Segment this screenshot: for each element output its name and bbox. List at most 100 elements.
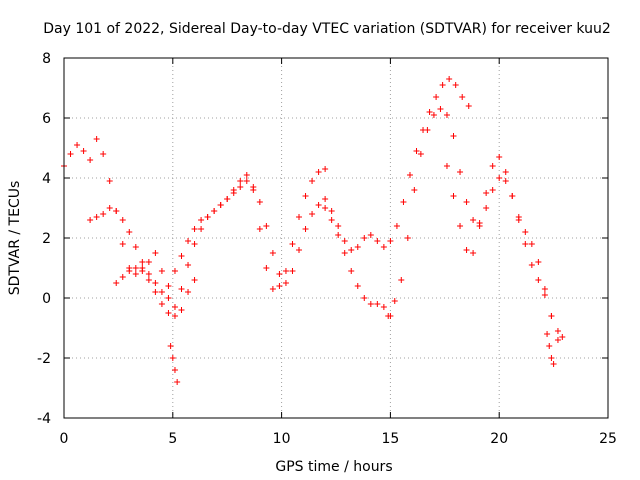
data-point — [174, 379, 181, 385]
series-sat-e — [385, 106, 566, 340]
y-tick-label: 0 — [42, 291, 51, 307]
y-tick-label: -4 — [37, 411, 51, 427]
series-sat-f — [443, 154, 561, 343]
data-point — [106, 178, 113, 184]
data-point — [387, 238, 394, 244]
data-point — [178, 253, 185, 259]
data-point — [554, 337, 561, 343]
data-point — [289, 241, 296, 247]
data-point — [119, 274, 126, 280]
data-point — [178, 307, 185, 313]
x-tick-label: 20 — [490, 431, 508, 447]
data-point — [361, 235, 368, 241]
data-point — [282, 268, 289, 274]
data-point — [367, 301, 374, 307]
data-point — [348, 247, 355, 253]
series-sat-d — [322, 76, 472, 253]
data-point — [269, 286, 276, 292]
data-point — [341, 238, 348, 244]
x-tick-label: 15 — [381, 431, 399, 447]
data-point — [502, 169, 509, 175]
series-sat-b — [87, 166, 329, 295]
data-point — [302, 226, 309, 232]
series-sat-g — [167, 343, 181, 385]
data-point — [367, 232, 374, 238]
data-point — [185, 262, 192, 268]
data-point — [439, 82, 446, 88]
data-point — [152, 289, 159, 295]
data-point — [361, 295, 368, 301]
data-point — [470, 250, 477, 256]
data-point — [93, 136, 100, 142]
data-point — [496, 175, 503, 181]
series-sat-c — [113, 178, 394, 319]
data-point — [67, 151, 74, 157]
y-tick-label: 8 — [42, 51, 51, 67]
data-point — [437, 106, 444, 112]
data-point — [211, 208, 218, 214]
data-point — [433, 94, 440, 100]
data-point — [443, 112, 450, 118]
data-point — [106, 205, 113, 211]
data-point — [315, 169, 322, 175]
data-point — [145, 277, 152, 283]
data-point — [165, 310, 172, 316]
data-point — [546, 343, 553, 349]
data-point — [489, 163, 496, 169]
data-point — [158, 289, 165, 295]
data-point — [374, 301, 381, 307]
data-point — [459, 94, 466, 100]
series-sat-h — [544, 331, 557, 367]
data-point — [522, 229, 529, 235]
data-point — [237, 178, 244, 184]
data-point — [169, 355, 176, 361]
data-point — [430, 112, 437, 118]
data-point — [470, 217, 477, 223]
data-point — [158, 301, 165, 307]
data-point — [457, 169, 464, 175]
y-tick-label: -2 — [37, 351, 51, 367]
data-point — [341, 250, 348, 256]
data-point — [191, 226, 198, 232]
data-point — [483, 205, 490, 211]
data-point — [548, 355, 555, 361]
x-tick-label: 10 — [273, 431, 291, 447]
data-point — [457, 223, 464, 229]
data-points — [61, 76, 566, 385]
data-point — [463, 199, 470, 205]
data-point — [113, 280, 120, 286]
data-point — [100, 151, 107, 157]
data-point — [322, 205, 329, 211]
data-point — [328, 208, 335, 214]
data-point — [463, 247, 470, 253]
data-point — [185, 238, 192, 244]
data-point — [165, 283, 172, 289]
x-tick-label: 0 — [60, 431, 69, 447]
data-point — [263, 223, 270, 229]
data-point — [165, 295, 172, 301]
data-point — [132, 265, 139, 271]
data-point — [443, 163, 450, 169]
data-point — [309, 211, 316, 217]
data-point — [256, 226, 263, 232]
data-point — [237, 184, 244, 190]
data-point — [322, 196, 329, 202]
data-point — [554, 328, 561, 334]
data-point — [541, 292, 548, 298]
chart-title: Day 101 of 2022, Sidereal Day-to-day VTE… — [43, 21, 611, 37]
data-point — [276, 283, 283, 289]
data-point — [171, 313, 178, 319]
data-point — [509, 193, 516, 199]
data-point — [217, 202, 224, 208]
data-point — [302, 193, 309, 199]
y-axis-tick-labels: -4 -2 0 2 4 6 8 — [37, 51, 51, 427]
data-point — [385, 313, 392, 319]
data-point — [380, 244, 387, 250]
grid-lines — [64, 58, 608, 418]
data-point — [93, 214, 100, 220]
data-point — [424, 127, 431, 133]
data-point — [276, 271, 283, 277]
data-point — [191, 277, 198, 283]
